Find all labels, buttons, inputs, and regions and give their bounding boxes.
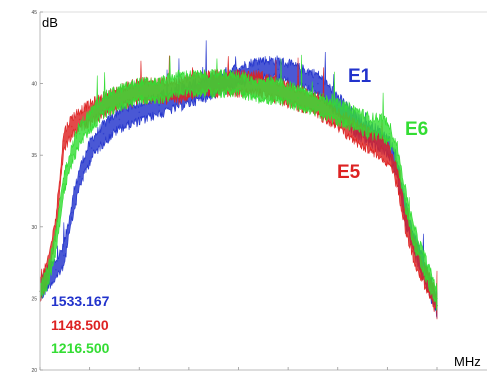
data-point-e6 bbox=[412, 233, 414, 235]
y-tick-label: 40 bbox=[31, 82, 37, 88]
data-point-e1 bbox=[55, 268, 57, 271]
data-point-e5 bbox=[368, 140, 371, 142]
data-point-e5 bbox=[63, 140, 65, 142]
data-point-e1 bbox=[63, 254, 65, 257]
data-point-e1 bbox=[90, 147, 93, 149]
data-point-e1 bbox=[257, 68, 260, 71]
series-tag-e6: E6 bbox=[405, 119, 428, 140]
data-point-e6 bbox=[237, 82, 240, 85]
data-point-e6 bbox=[428, 276, 430, 278]
data-point-e1 bbox=[118, 118, 121, 121]
data-point-e6 bbox=[396, 154, 399, 156]
y-tick-label: 20 bbox=[31, 368, 37, 374]
data-point-e5 bbox=[70, 125, 73, 128]
series-band-e6 bbox=[39, 54, 438, 311]
data-point-e6 bbox=[336, 111, 339, 114]
data-point-e1 bbox=[78, 175, 81, 178]
data-point-e6 bbox=[257, 89, 260, 92]
series-tag-e5: E5 bbox=[337, 162, 361, 183]
data-point-e1 bbox=[277, 68, 280, 71]
data-point-e6 bbox=[90, 118, 93, 121]
data-point-e1 bbox=[317, 82, 319, 85]
y-tick-label: 45 bbox=[31, 10, 37, 16]
data-point-e5 bbox=[412, 247, 414, 250]
data-point-e1 bbox=[138, 111, 141, 114]
data-point-e5 bbox=[396, 175, 399, 178]
freq-label-e1: 1533.167 bbox=[51, 293, 110, 309]
x-axis-title: MHz bbox=[454, 354, 481, 369]
x-ticks bbox=[39, 367, 438, 370]
axes bbox=[39, 11, 487, 371]
series-tag-e1: E1 bbox=[348, 66, 372, 87]
data-point-e6 bbox=[70, 154, 73, 156]
data-point-e1 bbox=[102, 132, 105, 135]
series-curves bbox=[39, 40, 438, 320]
data-point-e5 bbox=[78, 118, 81, 121]
freq-label-e6: 1216.500 bbox=[51, 340, 110, 356]
data-point-e6 bbox=[78, 132, 81, 135]
data-point-e6 bbox=[297, 97, 299, 99]
y-tick-label: 35 bbox=[31, 153, 37, 159]
data-point-e6 bbox=[102, 104, 105, 106]
data-point-e1 bbox=[70, 211, 73, 214]
data-point-e5 bbox=[356, 132, 359, 135]
data-point-e6 bbox=[138, 89, 141, 92]
y-tick-label: 30 bbox=[31, 225, 37, 231]
data-point-e6 bbox=[178, 82, 180, 85]
data-point-e6 bbox=[388, 132, 391, 135]
data-point-e6 bbox=[198, 82, 200, 85]
data-point-e6 bbox=[118, 97, 121, 99]
y-tick-label: 25 bbox=[31, 296, 37, 302]
data-point-e6 bbox=[158, 89, 160, 92]
freq-label-e5: 1148.500 bbox=[51, 317, 109, 333]
data-point-e6 bbox=[368, 125, 371, 128]
data-point-e6 bbox=[404, 197, 407, 199]
y-ticks: 45 40 35 30 25 20 bbox=[31, 10, 43, 374]
data-point-e5 bbox=[380, 147, 383, 149]
data-point-e6 bbox=[55, 240, 57, 242]
data-point-e6 bbox=[217, 82, 220, 85]
data-point-e6 bbox=[277, 89, 280, 92]
data-point-e5 bbox=[404, 218, 407, 221]
data-point-e6 bbox=[47, 276, 49, 278]
data-point-e6 bbox=[356, 118, 359, 121]
y-axis-title: dB bbox=[42, 15, 58, 30]
data-point-e6 bbox=[317, 104, 319, 106]
data-point-e1 bbox=[158, 104, 160, 106]
data-point-e5 bbox=[388, 154, 391, 156]
data-point-e6 bbox=[380, 125, 383, 128]
data-point-e6 bbox=[63, 183, 65, 185]
data-point-e6 bbox=[436, 297, 438, 300]
data-point-e6 bbox=[420, 254, 422, 257]
